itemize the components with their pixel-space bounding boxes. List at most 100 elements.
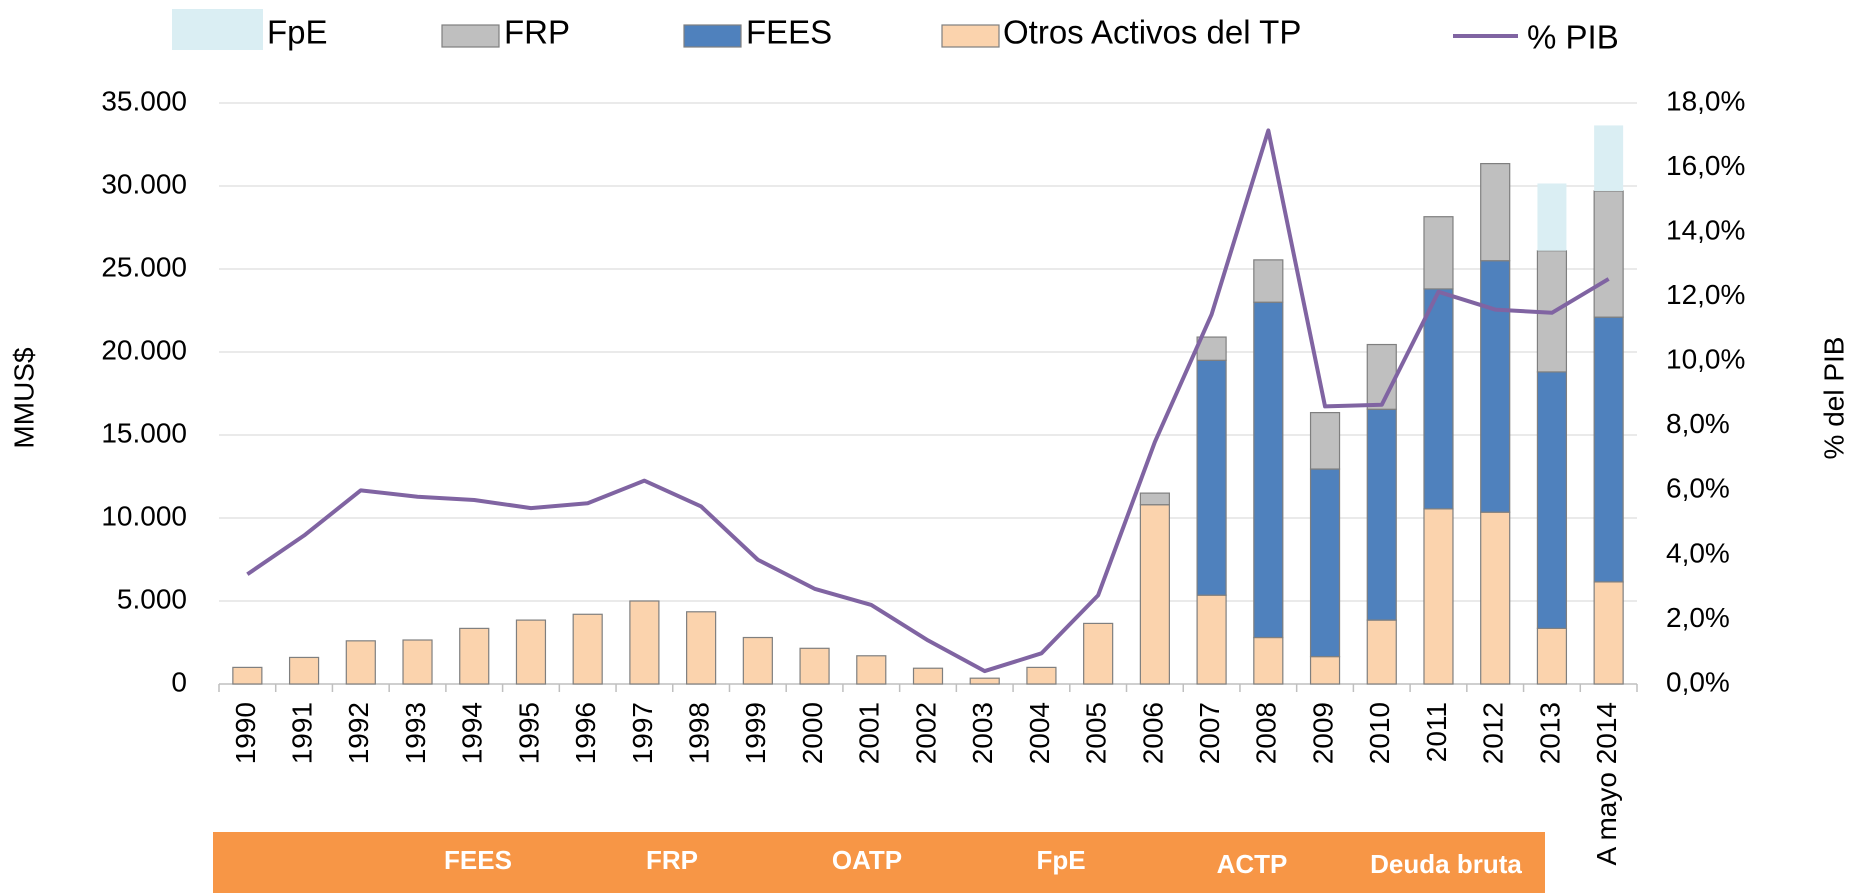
bar-segment xyxy=(1593,581,1624,685)
annotation: Deuda bruta xyxy=(1370,849,1522,879)
y-tick-label: 30.000 xyxy=(101,168,187,199)
bar-segment xyxy=(232,666,263,685)
bar-segment xyxy=(686,611,717,685)
x-tick-label: 2010 xyxy=(1364,702,1395,764)
bar-segment xyxy=(1253,636,1284,685)
y2-tick-label: 10,0% xyxy=(1666,344,1745,375)
bar-segment xyxy=(1196,594,1227,685)
bar-segment xyxy=(1593,190,1624,318)
annotation: FEES xyxy=(444,845,512,875)
legend-swatch xyxy=(172,9,263,50)
x-tick-label: 2009 xyxy=(1307,702,1338,764)
legend-swatch xyxy=(941,24,1000,48)
legend-label: Otros Activos del TP xyxy=(1003,14,1301,51)
x-tick-label: 1994 xyxy=(457,702,488,764)
bar-segment xyxy=(288,656,320,685)
y2-axis-title: % del PIB xyxy=(1818,337,1849,460)
legend-swatch xyxy=(683,24,742,48)
legend-label: FEES xyxy=(746,14,832,51)
y-tick-label: 20.000 xyxy=(101,334,187,365)
y2-tick-label: 4,0% xyxy=(1666,537,1730,568)
legend-swatch xyxy=(441,24,500,48)
x-tick-label: 1992 xyxy=(343,702,374,764)
bar-segment xyxy=(1253,259,1284,303)
x-tick-label: 2006 xyxy=(1137,702,1168,764)
y2-tick-label: 6,0% xyxy=(1666,473,1730,504)
bar-segment xyxy=(1309,468,1341,658)
y-tick-label: 5.000 xyxy=(117,583,187,614)
x-tick-label: 2001 xyxy=(854,702,885,764)
legend-label: % PIB xyxy=(1527,19,1619,56)
bar-segment xyxy=(459,627,490,685)
bar-segment xyxy=(1536,627,1568,685)
bar-segment xyxy=(742,636,773,685)
line xyxy=(246,128,1610,674)
x-tick-label: 1991 xyxy=(286,702,317,764)
annotation: OATP xyxy=(832,845,902,875)
x-tick-label: 2013 xyxy=(1534,702,1565,764)
y2-tick-label: 16,0% xyxy=(1666,150,1745,181)
y-tick-label: 15.000 xyxy=(101,417,187,448)
y2-tick-label: 2,0% xyxy=(1666,602,1730,633)
bar-segment xyxy=(515,619,547,685)
bar-segment xyxy=(912,667,944,685)
bar-segment xyxy=(1594,125,1624,191)
y-tick-label: 0 xyxy=(171,666,187,697)
y2-tick-label: 8,0% xyxy=(1666,408,1730,439)
y2-tick-label: 18,0% xyxy=(1666,85,1745,116)
annotation: FRP xyxy=(646,845,698,875)
bar-segment xyxy=(1423,216,1454,290)
bar-segment xyxy=(1536,371,1568,629)
legend-label: FpE xyxy=(267,14,328,51)
annotation: ACTP xyxy=(1217,849,1288,879)
bar-segment xyxy=(1309,411,1341,470)
x-tick-label: 2008 xyxy=(1251,702,1282,764)
bar-segment xyxy=(1366,619,1397,685)
x-tick-label: 2007 xyxy=(1194,702,1225,764)
bar-segment xyxy=(1139,504,1170,685)
x-tick-label: A mayo 2014 xyxy=(1591,702,1622,865)
x-tick-label: 2012 xyxy=(1478,702,1509,764)
bar-segment xyxy=(1423,508,1454,685)
bar-segment xyxy=(1083,622,1114,685)
bar-segment xyxy=(1480,162,1511,262)
y2-tick-label: 12,0% xyxy=(1666,279,1745,310)
bar-segment xyxy=(629,600,660,685)
bar-segment xyxy=(1593,316,1624,583)
bar-segment xyxy=(1139,492,1170,506)
bar-segment xyxy=(1026,666,1057,685)
bar-segment xyxy=(799,647,830,685)
legend-label: FRP xyxy=(504,14,570,51)
bar-segment xyxy=(1366,343,1397,410)
bar-segment xyxy=(1537,183,1567,251)
annotation: FpE xyxy=(1036,845,1085,875)
x-tick-label: 1993 xyxy=(400,702,431,764)
bar-segment xyxy=(345,640,376,685)
bar-segment xyxy=(856,655,887,685)
bar-segment xyxy=(1196,359,1227,596)
y2-tick-label: 14,0% xyxy=(1666,215,1745,246)
x-tick-label: 1996 xyxy=(570,702,601,764)
bar-segment xyxy=(1423,288,1454,510)
x-tick-label: 1995 xyxy=(513,702,544,764)
y2-tick-label: 0,0% xyxy=(1666,666,1730,697)
x-tick-label: 2005 xyxy=(1081,702,1112,764)
bar-segment xyxy=(572,613,603,685)
x-tick-label: 1990 xyxy=(230,702,261,764)
bar-segment xyxy=(1366,408,1397,621)
x-tick-label: 2003 xyxy=(967,702,998,764)
bar-segment xyxy=(969,677,1000,685)
y-axis-title: MMUS$ xyxy=(8,347,39,449)
y-tick-label: 10.000 xyxy=(101,500,187,531)
x-tick-label: 1998 xyxy=(684,702,715,764)
bar-segment xyxy=(1309,656,1341,685)
x-tick-label: 1997 xyxy=(627,702,658,764)
x-tick-label: 2002 xyxy=(910,702,941,764)
bar-segment xyxy=(1480,511,1511,685)
x-tick-label: 2000 xyxy=(797,702,828,764)
bar-segment xyxy=(402,639,433,685)
annotation-band xyxy=(213,832,1545,893)
x-tick-label: 2011 xyxy=(1421,702,1452,762)
bar-segment xyxy=(1253,301,1284,639)
